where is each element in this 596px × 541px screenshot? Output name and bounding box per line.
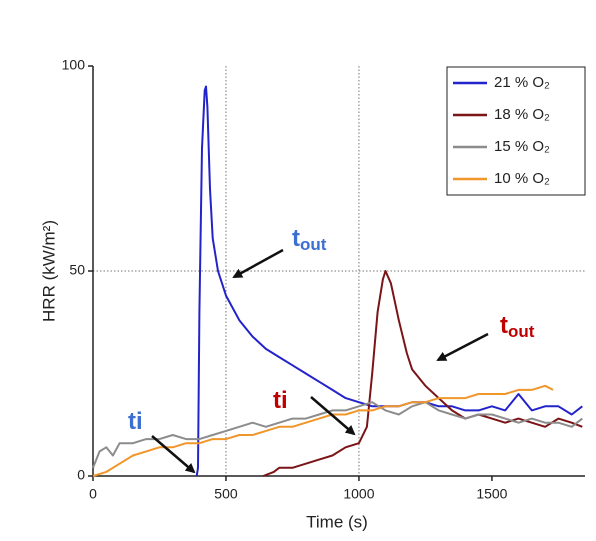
annotation: tout	[292, 225, 327, 254]
annotation-text: t	[292, 225, 300, 252]
series-line	[195, 85, 583, 477]
annotation-text: t	[500, 312, 508, 339]
annotation: ti	[128, 408, 143, 435]
y-tick-label: 0	[77, 467, 85, 483]
x-tick-label: 1000	[343, 486, 374, 502]
annotation: tout	[500, 312, 535, 341]
legend-label: 15 % O₂	[494, 138, 550, 155]
arrow	[436, 332, 489, 362]
y-tick-label: 100	[62, 57, 86, 73]
legend-label: 21 % O₂	[494, 74, 550, 91]
annotation-text: ti	[273, 387, 288, 414]
arrow	[310, 396, 356, 436]
annotation-text: ti	[128, 408, 143, 435]
legend-label: 18 % O₂	[494, 106, 550, 123]
y-axis-label: HRR (kW/m²)	[39, 220, 58, 322]
annotation-subscript: out	[300, 235, 327, 254]
y-tick-label: 50	[69, 262, 85, 278]
series-line	[92, 401, 583, 469]
annotation-subscript: out	[508, 322, 535, 341]
x-tick-label: 500	[214, 486, 238, 502]
arrow	[232, 248, 284, 279]
x-tick-label: 1500	[476, 486, 507, 502]
arrow	[151, 435, 196, 474]
arrows	[151, 248, 489, 474]
annotation: ti	[273, 387, 288, 414]
series-line	[262, 270, 583, 477]
legend-box	[446, 66, 586, 196]
series-line	[92, 384, 554, 477]
x-axis-label: Time (s)	[306, 512, 368, 531]
x-tick-label: 0	[89, 486, 97, 502]
legend-label: 10 % O₂	[494, 170, 550, 187]
